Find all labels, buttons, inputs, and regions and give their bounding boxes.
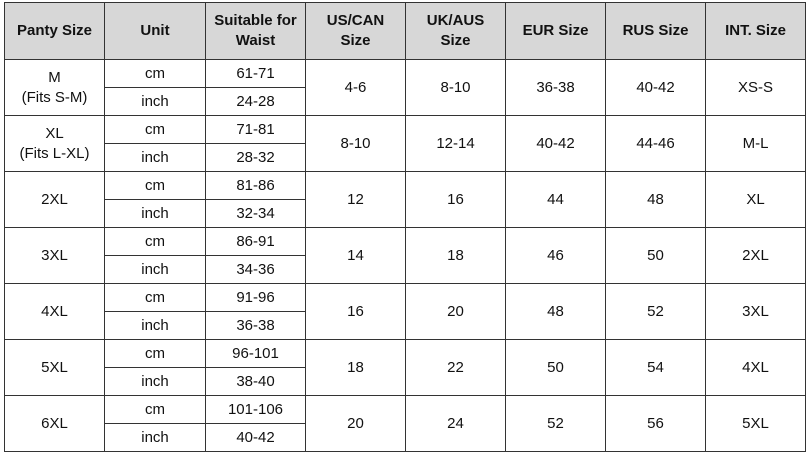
size-cell: 6XL (4, 395, 105, 452)
uk-cell: 24 (405, 395, 506, 452)
header-cell: UK/AUS Size (405, 2, 506, 60)
unit-cell: inch (104, 199, 206, 228)
waist-cell: 40-42 (205, 423, 306, 452)
table-row: inch 28-32 (5, 143, 806, 172)
int-cell: M-L (705, 115, 806, 172)
eur-cell: 44 (505, 171, 606, 228)
rus-cell: 48 (605, 171, 706, 228)
waist-cell: 28-32 (205, 143, 306, 172)
us-cell: 12 (305, 171, 406, 228)
size-table: Panty Size Unit Suitable for Waist US/CAN S… (4, 2, 806, 452)
waist-cell: 38-40 (205, 367, 306, 396)
us-cell: 16 (305, 283, 406, 340)
int-cell: 3XL (705, 283, 806, 340)
header-cell: RUS Size (605, 2, 706, 60)
waist-cell: 36-38 (205, 311, 306, 340)
size-cell: 3XL (4, 227, 105, 284)
table-row: 5XL cm 96-101 18 22 50 54 4XL (4, 339, 806, 396)
eur-cell: 52 (505, 395, 606, 452)
unit-cell: inch (104, 87, 206, 116)
waist-cell: 86-91 (205, 227, 306, 256)
eur-cell: 50 (505, 339, 606, 396)
table-row: inch 24-28 (5, 87, 806, 116)
eur-cell: 48 (505, 283, 606, 340)
size-cell: 5XL (4, 339, 105, 396)
eur-cell: 36-38 (505, 59, 606, 116)
rus-cell: 44-46 (605, 115, 706, 172)
table-row: 2XL cm 81-86 12 16 44 48 XL (4, 171, 806, 228)
uk-cell: 12-14 (405, 115, 506, 172)
header-cell: Unit (104, 2, 206, 60)
unit-cell: cm (104, 283, 206, 312)
waist-cell: 32-34 (205, 199, 306, 228)
table-row: 4XL cm 91-96 16 20 48 52 3XL (4, 283, 806, 340)
table-row: M (Fits S-M) cm 61-71 4-6 8-10 36-38 40-42 XS-S (4, 59, 806, 116)
int-cell: XL (705, 171, 806, 228)
waist-cell: 91-96 (205, 283, 306, 312)
rus-cell: 56 (605, 395, 706, 452)
size-chart: Panty Size Unit Suitable for Waist US/CAN S… (4, 2, 806, 452)
table-row: inch 40-42 (5, 423, 806, 452)
rus-cell: 54 (605, 339, 706, 396)
unit-cell: cm (104, 339, 206, 368)
uk-cell: 20 (405, 283, 506, 340)
size-cell: 2XL (4, 171, 105, 228)
waist-cell: 101-106 (205, 395, 306, 424)
rus-cell: 52 (605, 283, 706, 340)
table-body: M (Fits S-M) cm 61-71 4-6 8-10 36-38 40-42 XS-S… (4, 59, 806, 452)
rus-cell: 40-42 (605, 59, 706, 116)
int-cell: 5XL (705, 395, 806, 452)
unit-cell: cm (104, 115, 206, 144)
us-cell: 4-6 (305, 59, 406, 116)
us-cell: 20 (305, 395, 406, 452)
unit-cell: cm (104, 395, 206, 424)
header-cell: US/CAN Size (305, 2, 406, 60)
int-cell: 4XL (705, 339, 806, 396)
table-row: XL (Fits L-XL) cm 71-81 8-10 12-14 40-42 44-46… (4, 115, 806, 172)
uk-cell: 18 (405, 227, 506, 284)
table-row: 3XL cm 86-91 14 18 46 50 2XL (4, 227, 806, 284)
unit-cell: inch (104, 367, 206, 396)
size-cell: 4XL (4, 283, 105, 340)
unit-cell: inch (104, 423, 206, 452)
waist-cell: 24-28 (205, 87, 306, 116)
table-row: inch 32-34 (5, 199, 806, 228)
table-row: 6XL cm 101-106 20 24 52 56 5XL (4, 395, 806, 452)
header-cell: Suitable for Waist (205, 2, 306, 60)
unit-cell: inch (104, 311, 206, 340)
table-row: inch 34-36 (5, 255, 806, 284)
us-cell: 18 (305, 339, 406, 396)
int-cell: XS-S (705, 59, 806, 116)
size-cell: XL (Fits L-XL) (4, 115, 105, 172)
unit-cell: cm (104, 227, 206, 256)
rus-cell: 50 (605, 227, 706, 284)
waist-cell: 34-36 (205, 255, 306, 284)
eur-cell: 46 (505, 227, 606, 284)
unit-cell: inch (104, 255, 206, 284)
waist-cell: 71-81 (205, 115, 306, 144)
us-cell: 14 (305, 227, 406, 284)
uk-cell: 22 (405, 339, 506, 396)
waist-cell: 81-86 (205, 171, 306, 200)
waist-cell: 96-101 (205, 339, 306, 368)
table-row: inch 36-38 (5, 311, 806, 340)
int-cell: 2XL (705, 227, 806, 284)
table-row: inch 38-40 (5, 367, 806, 396)
size-cell: M (Fits S-M) (4, 59, 105, 116)
header-cell: INT. Size (705, 2, 806, 60)
uk-cell: 8-10 (405, 59, 506, 116)
unit-cell: cm (104, 59, 206, 88)
waist-cell: 61-71 (205, 59, 306, 88)
header-row: Panty Size Unit Suitable for Waist US/CAN S… (4, 2, 806, 60)
header-cell: Panty Size (4, 2, 105, 60)
unit-cell: cm (104, 171, 206, 200)
header-cell: EUR Size (505, 2, 606, 60)
uk-cell: 16 (405, 171, 506, 228)
us-cell: 8-10 (305, 115, 406, 172)
eur-cell: 40-42 (505, 115, 606, 172)
unit-cell: inch (104, 143, 206, 172)
